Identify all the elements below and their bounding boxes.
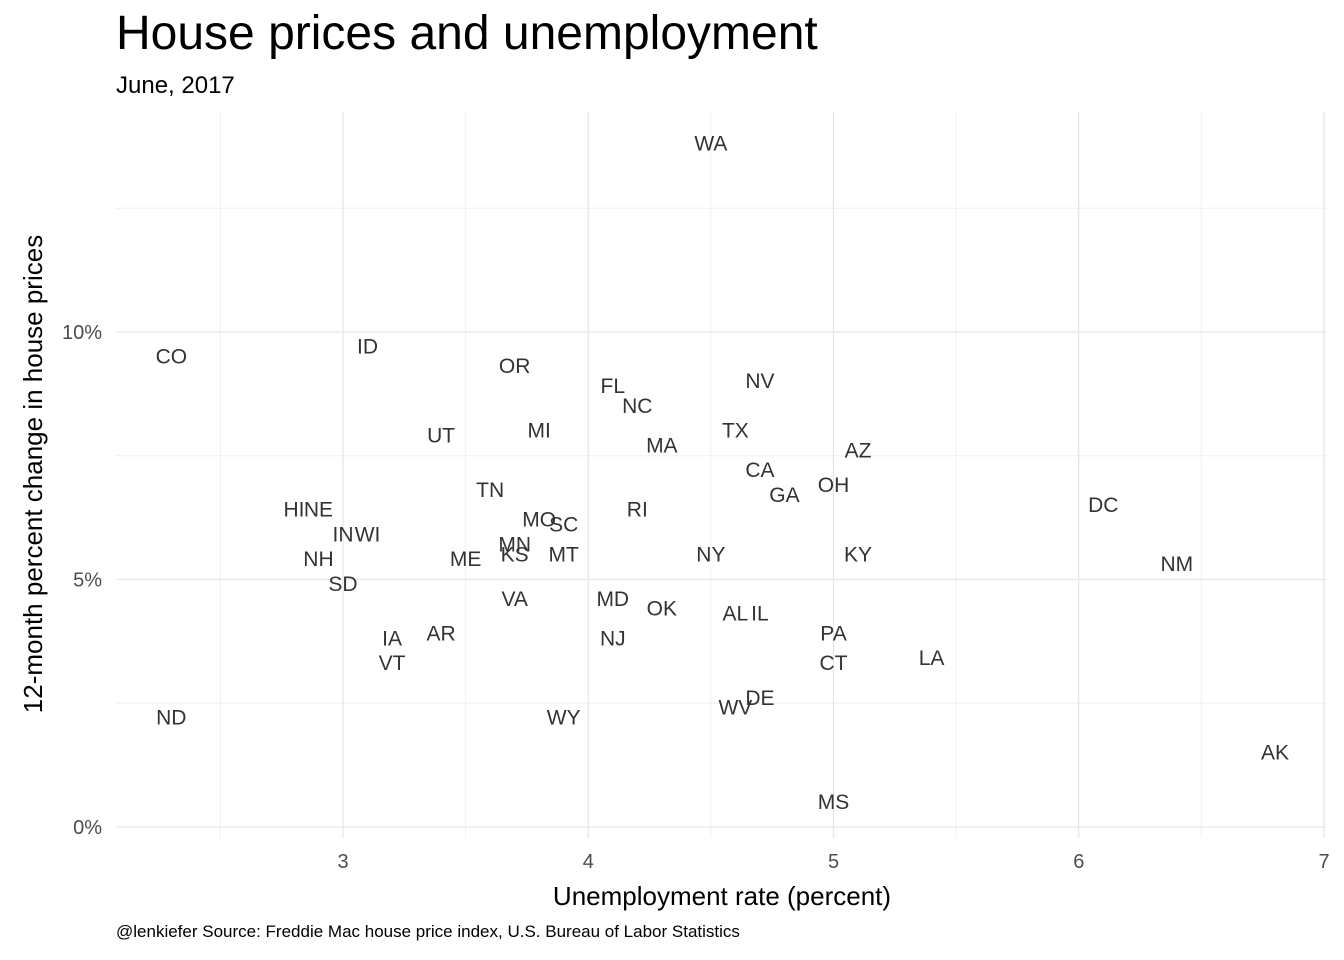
point-label-pa: PA [820,622,846,645]
point-label-co: CO [156,345,188,368]
point-label-nj: NJ [600,627,626,650]
major-gridlines [116,112,1326,838]
x-tick-label: 6 [1073,851,1084,873]
point-label-nc: NC [622,395,652,418]
point-label-wi: WI [355,523,381,546]
point-label-tx: TX [722,420,749,443]
point-label-tn: TN [476,479,504,502]
source-caption: @lenkiefer Source: Freddie Mac house pri… [116,922,740,941]
minor-gridlines [116,112,1326,838]
point-label-sc: SC [549,514,578,537]
x-axis-title: Unemployment rate (percent) [553,881,891,911]
point-label-ar: AR [427,622,456,645]
point-label-ri: RI [627,499,648,522]
point-label-ak: AK [1261,741,1289,764]
point-label-la: LA [919,647,945,670]
chart-title: House prices and unemployment [116,7,818,60]
point-label-or: OR [499,355,531,378]
point-label-sd: SD [328,573,357,596]
point-label-id: ID [357,335,378,358]
point-label-de: DE [745,687,774,710]
point-label-nd: ND [156,707,186,730]
x-tick-label: 4 [583,851,594,873]
point-label-md: MD [596,588,629,611]
point-label-ca: CA [745,459,774,482]
point-label-fl: FL [601,375,626,398]
y-tick-label: 10% [62,322,102,344]
point-label-ny: NY [696,543,725,566]
point-label-mt: MT [549,543,579,566]
point-label-hi: HI [283,499,304,522]
chart-subtitle: June, 2017 [116,72,235,99]
x-tick-label: 7 [1318,851,1329,873]
point-label-nv: NV [745,370,774,393]
x-tick-label: 3 [337,851,348,873]
point-label-ct: CT [820,652,848,675]
point-label-oh: OH [818,474,850,497]
point-label-ks: KS [501,543,529,566]
point-label-ut: UT [427,424,455,447]
point-label-ok: OK [647,598,677,621]
point-label-il: IL [751,603,769,626]
point-label-mo: MO [522,509,556,532]
point-label-ia: IA [382,627,402,650]
point-label-dc: DC [1088,494,1118,517]
point-label-me: ME [450,548,482,571]
point-label-al: AL [723,603,749,626]
point-label-va: VA [501,588,527,611]
point-label-ga: GA [769,484,799,507]
y-tick-label: 5% [73,570,102,592]
point-label-mn: MN [498,533,531,556]
point-label-ky: KY [844,543,872,566]
axis-ticks: 3 4 5 6 7 0% 5% 10% [62,322,1330,873]
point-label-ne: NE [304,499,333,522]
point-label-ms: MS [818,791,850,814]
point-label-wy: WY [547,707,581,730]
point-label-az: AZ [845,439,872,462]
point-label-in: IN [333,523,354,546]
point-label-vt: VT [379,652,406,675]
y-tick-label: 0% [73,817,102,839]
y-axis-title: 12-month percent change in house prices [18,235,48,713]
point-label-ma: MA [646,434,678,457]
point-label-nh: NH [303,548,333,571]
point-label-wv: WV [718,697,752,720]
x-tick-label: 5 [828,851,839,873]
point-label-nm: NM [1161,553,1194,576]
point-label-wa: WA [694,132,727,155]
point-label-mi: MI [528,420,551,443]
